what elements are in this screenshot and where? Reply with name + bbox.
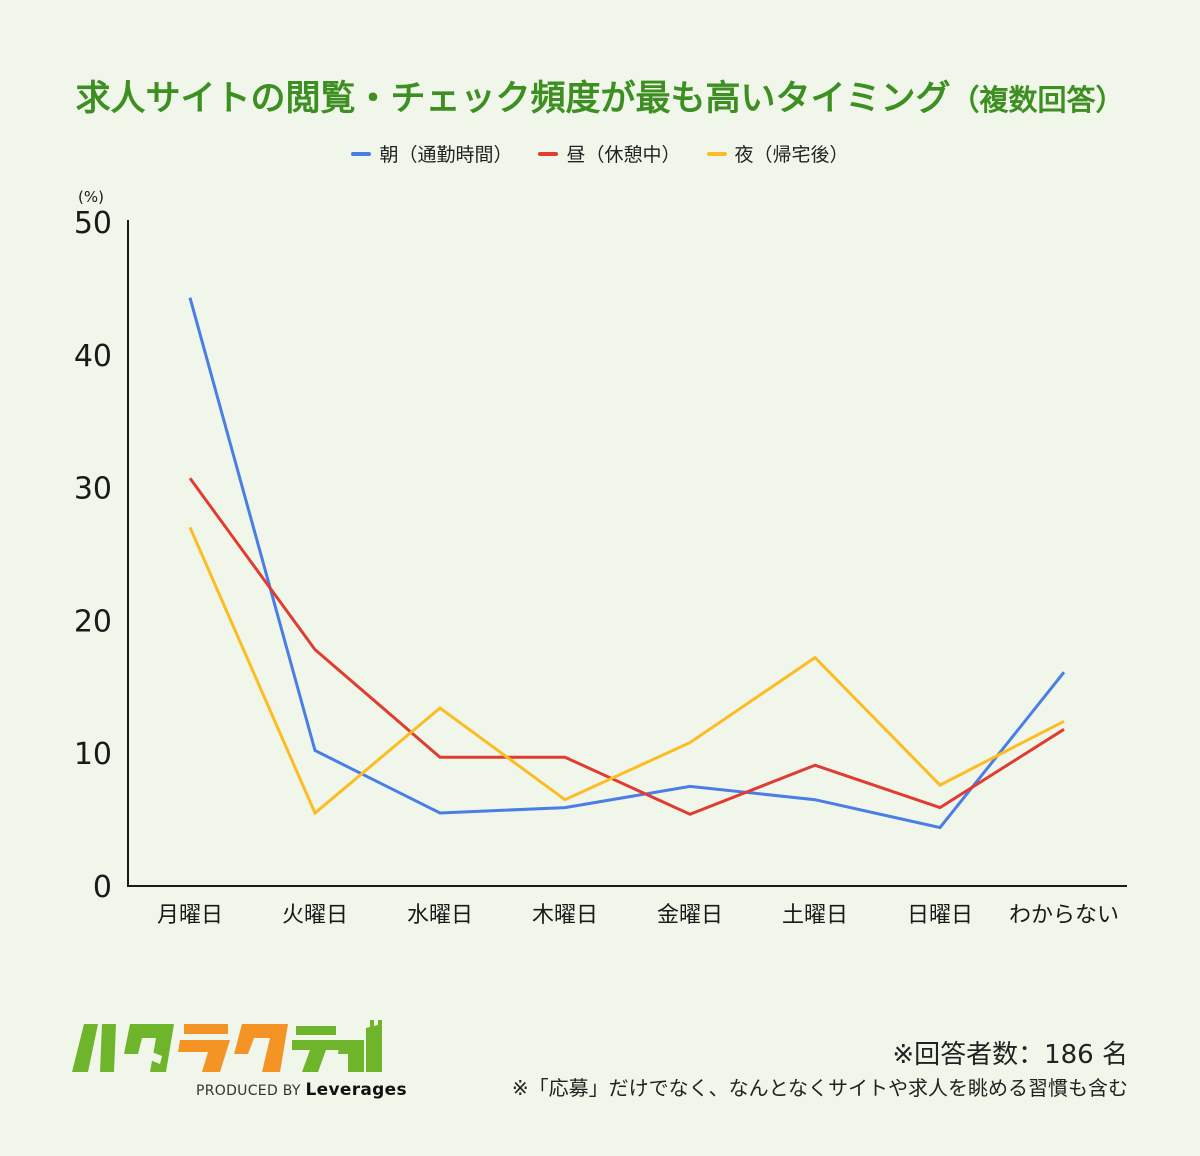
series-lines xyxy=(188,297,1066,830)
chart-title-main: 求人サイトの閲覧・チェック頻度が最も高いタイミング xyxy=(75,79,951,119)
x-tick-label: 金曜日 xyxy=(657,903,723,928)
x-tick-label: 月曜日 xyxy=(157,903,223,928)
hataractive-logo: ハタラクティブ xyxy=(72,1020,382,1072)
legend-swatch-blue xyxy=(351,151,372,156)
y-tick-label: 20 xyxy=(74,604,112,639)
x-tick-label: 日曜日 xyxy=(907,903,973,928)
produced-by-label: PRODUCED BY xyxy=(196,1083,301,1099)
legend-item-night: 夜（帰宅後） xyxy=(706,140,849,167)
series-line-noon xyxy=(188,477,1065,816)
x-tick-label: 木曜日 xyxy=(532,903,598,928)
x-tick-label: 水曜日 xyxy=(407,903,473,928)
y-tick-label: 40 xyxy=(74,339,112,374)
legend-swatch-yellow xyxy=(706,151,727,156)
y-axis-unit: (%) xyxy=(78,188,104,206)
legend-swatch-red xyxy=(538,151,559,156)
y-tick-label: 0 xyxy=(93,870,112,905)
x-tick-label: わからない xyxy=(1009,903,1119,928)
respondents-note: ※回答者数：186 名 xyxy=(892,1040,1128,1070)
y-tick-label: 50 xyxy=(74,206,112,241)
chart-title: 求人サイトの閲覧・チェック頻度が最も高いタイミング（複数回答） xyxy=(0,70,1200,121)
y-axis-ticks: 0 10 20 30 40 50 xyxy=(74,206,112,905)
series-line-morning xyxy=(188,297,1066,830)
legend: 朝（通勤時間） 昼（休憩中） 夜（帰宅後） xyxy=(0,140,1200,167)
y-tick-label: 10 xyxy=(74,737,112,772)
legend-item-morning: 朝（通勤時間） xyxy=(351,140,512,167)
x-axis-ticks: 月曜日 火曜日 水曜日 木曜日 金曜日 土曜日 日曜日 わからない xyxy=(157,903,1119,928)
brand-name: Leverages xyxy=(305,1080,407,1100)
legend-label: 昼（休憩中） xyxy=(566,144,681,166)
produced-by: PRODUCED BY Leverages xyxy=(196,1080,407,1100)
x-tick-label: 火曜日 xyxy=(282,903,348,928)
chart-title-sub: （複数回答） xyxy=(950,83,1125,117)
series-line-night xyxy=(188,526,1065,816)
legend-label: 夜（帰宅後） xyxy=(734,144,849,166)
remark-note: ※「応募」だけでなく、なんとなくサイトや求人を眺める習慣も含む xyxy=(511,1076,1128,1100)
legend-item-noon: 昼（休憩中） xyxy=(538,140,681,167)
legend-label: 朝（通勤時間） xyxy=(379,144,513,166)
y-tick-label: 30 xyxy=(74,472,112,507)
x-tick-label: 土曜日 xyxy=(782,903,848,928)
